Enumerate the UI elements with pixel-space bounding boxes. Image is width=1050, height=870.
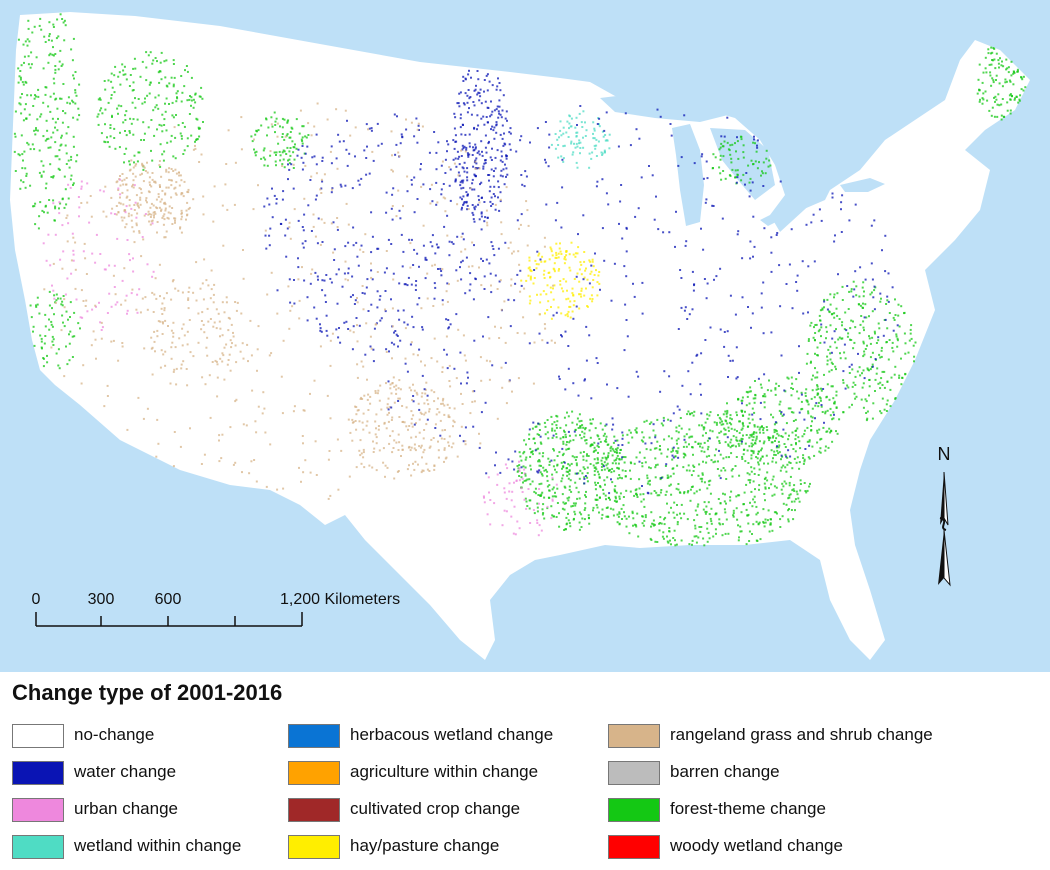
legend-swatch <box>608 835 660 859</box>
legend-swatch <box>288 761 340 785</box>
scale-tick-label-600: 600 <box>155 591 182 608</box>
legend-label: no-change <box>74 725 154 745</box>
legend-swatch <box>288 724 340 748</box>
legend-swatch <box>12 724 64 748</box>
legend-swatch <box>12 761 64 785</box>
scale-bar: 0 300 600 1,200 Kilometers <box>32 591 401 626</box>
scale-tick-label-0: 0 <box>32 591 41 608</box>
legend-label: agriculture within change <box>350 762 538 782</box>
legend-label: hay/pasture change <box>350 836 499 856</box>
legend-label: cultivated crop change <box>350 799 520 819</box>
scale-end-label: 1,200 Kilometers <box>280 591 400 608</box>
legend-label: herbacous wetland change <box>350 725 553 745</box>
legend-swatch <box>12 798 64 822</box>
legend-label: rangeland grass and shrub change <box>670 725 933 745</box>
legend-swatch <box>288 835 340 859</box>
compass-n-label: N <box>938 444 951 464</box>
legend-swatch <box>288 798 340 822</box>
legend-label: urban change <box>74 799 178 819</box>
scale-tick-label-300: 300 <box>88 591 115 608</box>
north-arrow-icon: N <box>938 444 951 585</box>
legend: Change type of 2001-2016 no-change water… <box>0 672 1050 863</box>
legend-title: Change type of 2001-2016 <box>12 680 282 706</box>
legend-label: wetland within change <box>74 836 241 856</box>
legend-swatch <box>608 761 660 785</box>
map-panel: 0 300 600 1,200 Kilometers N <box>0 0 1050 672</box>
land-change-map: 0 300 600 1,200 Kilometers N <box>0 0 1050 672</box>
legend-swatch <box>608 798 660 822</box>
us-landmass <box>10 12 1030 660</box>
legend-label: barren change <box>670 762 780 782</box>
legend-swatch <box>608 724 660 748</box>
legend-label: water change <box>74 762 176 782</box>
legend-label: woody wetland change <box>670 836 843 856</box>
legend-label: forest-theme change <box>670 799 826 819</box>
legend-swatch <box>12 835 64 859</box>
